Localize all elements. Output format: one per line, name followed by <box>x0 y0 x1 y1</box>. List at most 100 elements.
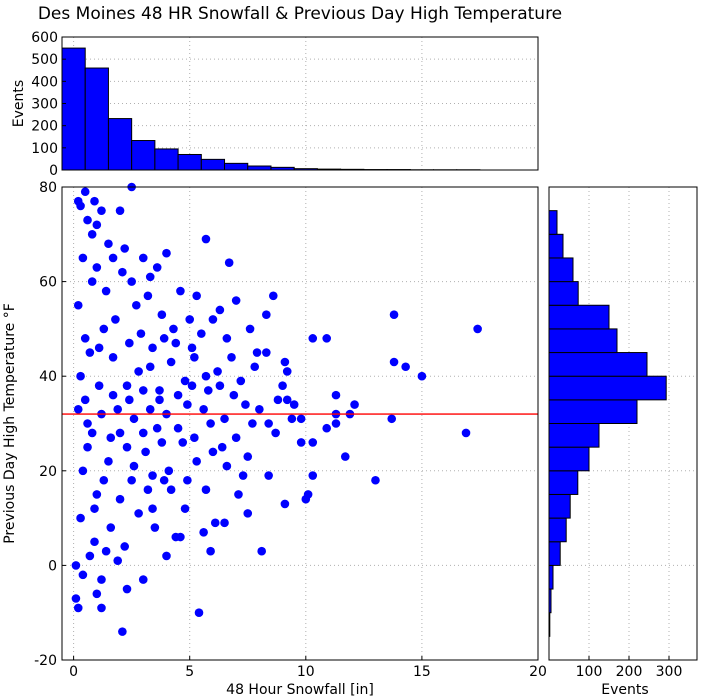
data-point <box>194 608 204 617</box>
histogram-bar <box>131 140 156 171</box>
data-point <box>152 263 162 272</box>
data-point <box>83 419 92 428</box>
data-point <box>308 471 318 480</box>
data-point <box>171 532 181 542</box>
data-point <box>159 334 169 343</box>
data-point <box>138 253 148 263</box>
data-point <box>122 584 132 594</box>
data-point <box>106 433 116 442</box>
histogram-bar <box>548 210 558 235</box>
data-point <box>389 310 399 320</box>
data-point <box>173 423 183 433</box>
data-point <box>87 277 97 286</box>
data-point <box>192 291 201 301</box>
axes-frame <box>61 186 539 661</box>
data-point <box>192 457 201 466</box>
y-tick-label: -20 <box>34 653 57 669</box>
data-point <box>101 286 111 296</box>
data-point <box>236 376 246 386</box>
data-point <box>90 196 99 206</box>
data-point <box>389 357 399 367</box>
histogram-bar <box>548 470 579 495</box>
data-point <box>125 395 134 405</box>
data-point <box>108 390 118 400</box>
snowfall-histogram: 0 100 200 300 400 500 600 Events <box>11 30 539 179</box>
histogram-bar <box>548 304 610 330</box>
histogram-bar <box>107 118 133 171</box>
data-point <box>255 405 264 414</box>
data-point <box>199 405 208 414</box>
data-point <box>183 475 192 485</box>
histogram-bar <box>84 67 109 171</box>
y-tick-label: 80 <box>39 180 57 196</box>
data-point <box>73 603 83 613</box>
data-point <box>278 381 287 390</box>
data-point <box>287 414 297 424</box>
data-point <box>90 504 99 513</box>
histogram-bar <box>548 375 667 401</box>
data-point <box>150 523 160 532</box>
histogram-bar <box>548 493 571 519</box>
data-point <box>238 471 248 480</box>
data-point <box>243 452 253 461</box>
histogram-bar <box>61 47 86 171</box>
data-point <box>190 352 199 362</box>
data-point <box>92 589 102 599</box>
data-point <box>122 442 132 452</box>
data-point <box>241 400 250 409</box>
data-point <box>301 494 311 504</box>
data-point <box>222 334 232 343</box>
data-point <box>76 371 85 381</box>
data-point <box>80 395 90 405</box>
histogram-bar <box>548 257 574 283</box>
data-point <box>282 367 292 376</box>
data-point <box>118 267 127 277</box>
x-tick-label: 20 <box>529 664 547 680</box>
data-point <box>145 405 155 414</box>
data-point <box>322 334 332 343</box>
x-axis-label: 48 Hour Snowfall [in] <box>226 682 374 698</box>
data-point <box>111 315 120 324</box>
histogram-bar <box>154 148 179 171</box>
data-point <box>73 405 83 414</box>
data-point <box>71 594 81 603</box>
data-point <box>417 371 427 381</box>
data-point <box>125 338 134 348</box>
data-point <box>78 570 88 580</box>
data-point <box>164 466 174 476</box>
data-point <box>208 447 218 457</box>
data-point <box>73 300 83 310</box>
data-point <box>80 334 90 343</box>
x-tick-label: 200 <box>616 664 643 680</box>
data-point <box>97 603 106 613</box>
x-tick-label: 300 <box>656 664 683 680</box>
histogram-bar <box>224 162 249 171</box>
histogram-bar <box>177 153 202 171</box>
data-point <box>183 400 192 409</box>
data-point <box>148 471 157 480</box>
x-tick-label: 5 <box>185 664 194 680</box>
histogram-bar <box>548 446 590 472</box>
data-point <box>113 405 123 414</box>
data-point <box>264 419 273 428</box>
data-point <box>271 428 280 438</box>
data-point <box>401 362 410 372</box>
y-tick-label: 300 <box>31 97 58 113</box>
data-point <box>227 352 236 362</box>
data-point <box>206 546 215 556</box>
chart-title: Des Moines 48 HR Snowfall & Previous Day… <box>38 4 562 24</box>
data-point <box>222 461 232 471</box>
data-point <box>138 428 148 438</box>
x-tick-label: 15 <box>413 664 431 680</box>
data-point <box>71 561 81 570</box>
data-point <box>127 277 136 286</box>
data-point <box>473 324 482 334</box>
histogram-bar <box>548 517 567 543</box>
y-tick-label: 0 <box>48 558 57 574</box>
data-point <box>127 475 136 485</box>
y-axis-label: Previous Day High Temperature °F <box>2 303 18 544</box>
data-point <box>92 220 102 230</box>
data-point <box>245 324 255 334</box>
data-point <box>280 357 290 367</box>
data-point <box>190 433 199 442</box>
